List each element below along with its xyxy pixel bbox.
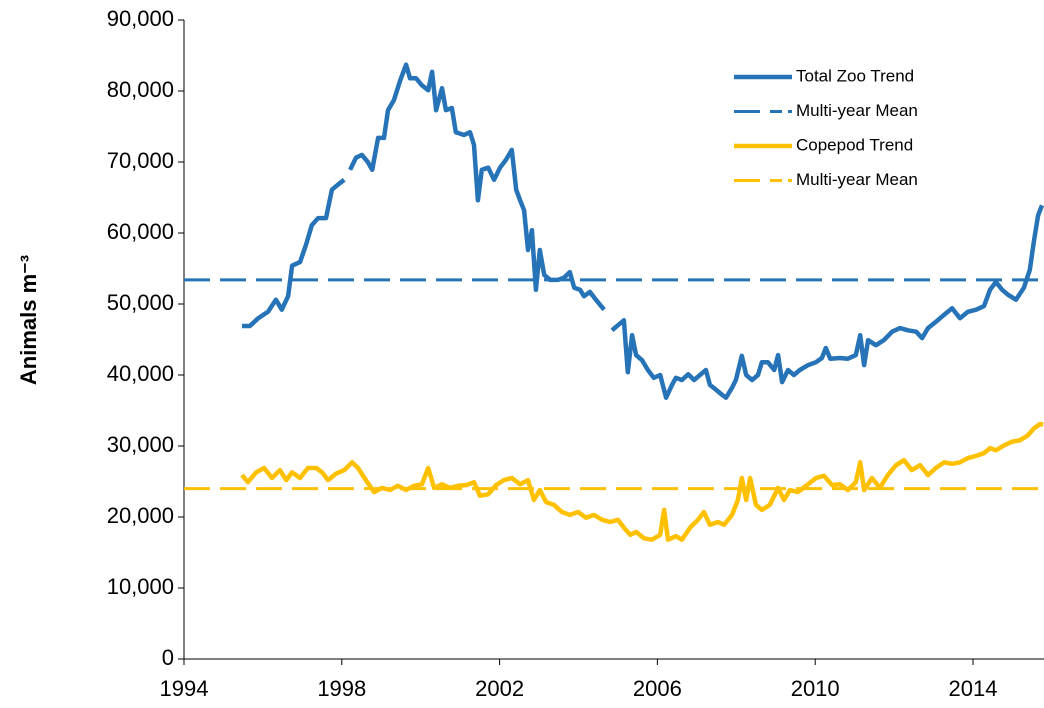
y-tick-label: 20,000 xyxy=(107,503,174,528)
x-tick-label: 2014 xyxy=(949,676,998,701)
y-axis-label: Animals m⁻³ xyxy=(16,255,41,385)
x-tick-label: 1994 xyxy=(160,676,209,701)
x-tick-label: 2006 xyxy=(633,676,682,701)
y-tick-label: 30,000 xyxy=(107,432,174,457)
y-tick-label: 90,000 xyxy=(107,6,174,31)
legend-label: Copepod Trend xyxy=(796,135,913,154)
legend-label: Total Zoo Trend xyxy=(796,66,914,85)
data-line xyxy=(242,62,1044,400)
y-tick-label: 10,000 xyxy=(107,574,174,599)
data-line xyxy=(240,421,1044,542)
legend-label: Multi-year Mean xyxy=(796,101,918,120)
legend-label: Multi-year Mean xyxy=(796,170,918,189)
y-tick-label: 40,000 xyxy=(107,361,174,386)
x-tick-label: 1998 xyxy=(317,676,366,701)
y-tick-label: 0 xyxy=(162,645,174,670)
y-tick-label: 80,000 xyxy=(107,77,174,102)
x-tick-label: 2010 xyxy=(791,676,840,701)
y-tick-label: 70,000 xyxy=(107,148,174,173)
y-tick-label: 50,000 xyxy=(107,290,174,315)
x-tick-label: 2002 xyxy=(475,676,524,701)
y-tick-label: 60,000 xyxy=(107,219,174,244)
